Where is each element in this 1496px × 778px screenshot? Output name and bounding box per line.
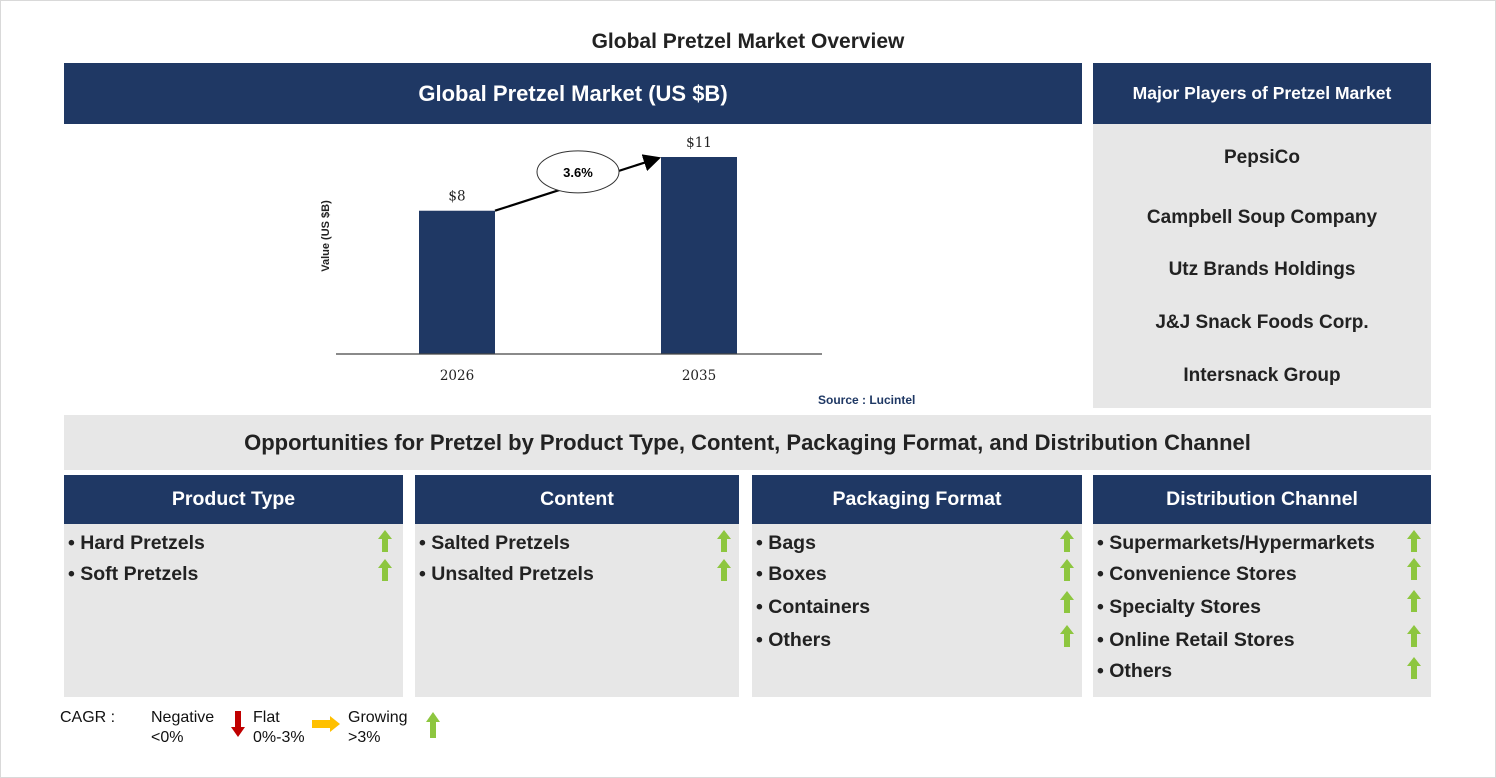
opportunities-title: Opportunities for Pretzel by Product Typ… <box>64 415 1431 470</box>
category-panel-product-type: • Hard Pretzels • Soft Pretzels <box>64 524 403 697</box>
category-panel-packaging-format: • Bags • Boxes • Containers • Others <box>752 524 1082 697</box>
up-arrow-icon <box>1060 530 1074 552</box>
up-arrow-icon <box>1407 590 1421 612</box>
down-arrow-icon <box>231 711 245 737</box>
bars-group: $8 2026 $11 2035 <box>419 135 737 384</box>
legend-negative-range: <0% <box>151 729 184 746</box>
legend-cagr-label: CAGR : <box>60 709 116 726</box>
legend-negative-label: Negative <box>151 709 215 726</box>
legend-flat-label: Flat <box>253 709 280 726</box>
category-header-product-type: Product Type <box>64 475 403 524</box>
x-tick-label-2035: 2035 <box>682 368 716 384</box>
up-arrow-icon <box>426 712 440 738</box>
up-arrow-icon <box>378 559 392 581</box>
up-arrow-icon <box>1407 657 1421 679</box>
list-item: • Containers <box>756 596 871 618</box>
page-title: Global Pretzel Market Overview <box>591 30 905 53</box>
legend-negative: Negative <0% <box>151 708 214 748</box>
player-item: Campbell Soup Company <box>1146 207 1378 228</box>
list-item: • Salted Pretzels <box>419 532 570 554</box>
data-label-2035: $11 <box>686 135 712 151</box>
list-item: • Bags <box>756 532 816 554</box>
list-item: • Supermarkets/Hypermarkets <box>1097 532 1375 554</box>
player-item: PepsiCo <box>1223 147 1301 168</box>
list-item: • Others <box>1097 660 1173 682</box>
up-arrow-icon <box>1060 559 1074 581</box>
up-arrow-icon <box>1060 591 1074 613</box>
data-label-2026: $8 <box>448 189 465 205</box>
player-item: J&J Snack Foods Corp. <box>1155 312 1369 333</box>
x-tick-label-2026: 2026 <box>440 368 474 384</box>
up-arrow-icon <box>1407 625 1421 647</box>
cagr-label: 3.6% <box>563 165 593 180</box>
list-item: • Online Retail Stores <box>1097 629 1295 651</box>
up-arrow-icon <box>378 530 392 552</box>
legend-growing: Growing >3% <box>348 708 408 748</box>
major-players-panel: PepsiCo Campbell Soup Company Utz Brands… <box>1093 124 1431 408</box>
list-item: • Convenience Stores <box>1097 563 1297 585</box>
player-item: Utz Brands Holdings <box>1168 259 1356 280</box>
list-item: • Soft Pretzels <box>68 563 199 585</box>
category-header-distribution-channel: Distribution Channel <box>1093 475 1431 524</box>
up-arrow-icon <box>1407 558 1421 580</box>
y-axis-label: Value (US $B) <box>320 200 332 272</box>
list-item: • Boxes <box>756 563 827 585</box>
list-item: • Others <box>756 629 832 651</box>
up-arrow-icon <box>1407 530 1421 552</box>
list-item: • Unsalted Pretzels <box>419 563 594 585</box>
legend-growing-range: >3% <box>348 729 381 746</box>
up-arrow-icon <box>717 530 731 552</box>
source-note: Source : Lucintel <box>818 393 916 407</box>
legend-flat: Flat 0%-3% <box>253 708 305 748</box>
up-arrow-icon <box>1060 625 1074 647</box>
bar-2035 <box>661 157 737 354</box>
major-players-header: Major Players of Pretzel Market <box>1093 63 1431 124</box>
legend-growing-label: Growing <box>348 709 408 726</box>
player-item: Intersnack Group <box>1183 365 1341 386</box>
market-chart-header: Global Pretzel Market (US $B) <box>64 63 1082 124</box>
bar-2026 <box>419 210 495 354</box>
category-header-content: Content <box>415 475 739 524</box>
cagr-bubble <box>536 150 620 194</box>
category-header-packaging-format: Packaging Format <box>752 475 1082 524</box>
category-panel-distribution-channel: • Supermarkets/Hypermarkets • Convenienc… <box>1093 524 1431 697</box>
list-item: • Hard Pretzels <box>68 532 205 554</box>
up-arrow-icon <box>717 559 731 581</box>
legend-flat-range: 0%-3% <box>253 729 305 746</box>
category-panel-content: • Salted Pretzels • Unsalted Pretzels <box>415 524 739 697</box>
right-arrow-icon <box>312 716 340 732</box>
market-bar-chart: Value (US $B) $8 2026 $11 2035 3.6% <box>320 135 822 384</box>
list-item: • Specialty Stores <box>1097 596 1261 618</box>
